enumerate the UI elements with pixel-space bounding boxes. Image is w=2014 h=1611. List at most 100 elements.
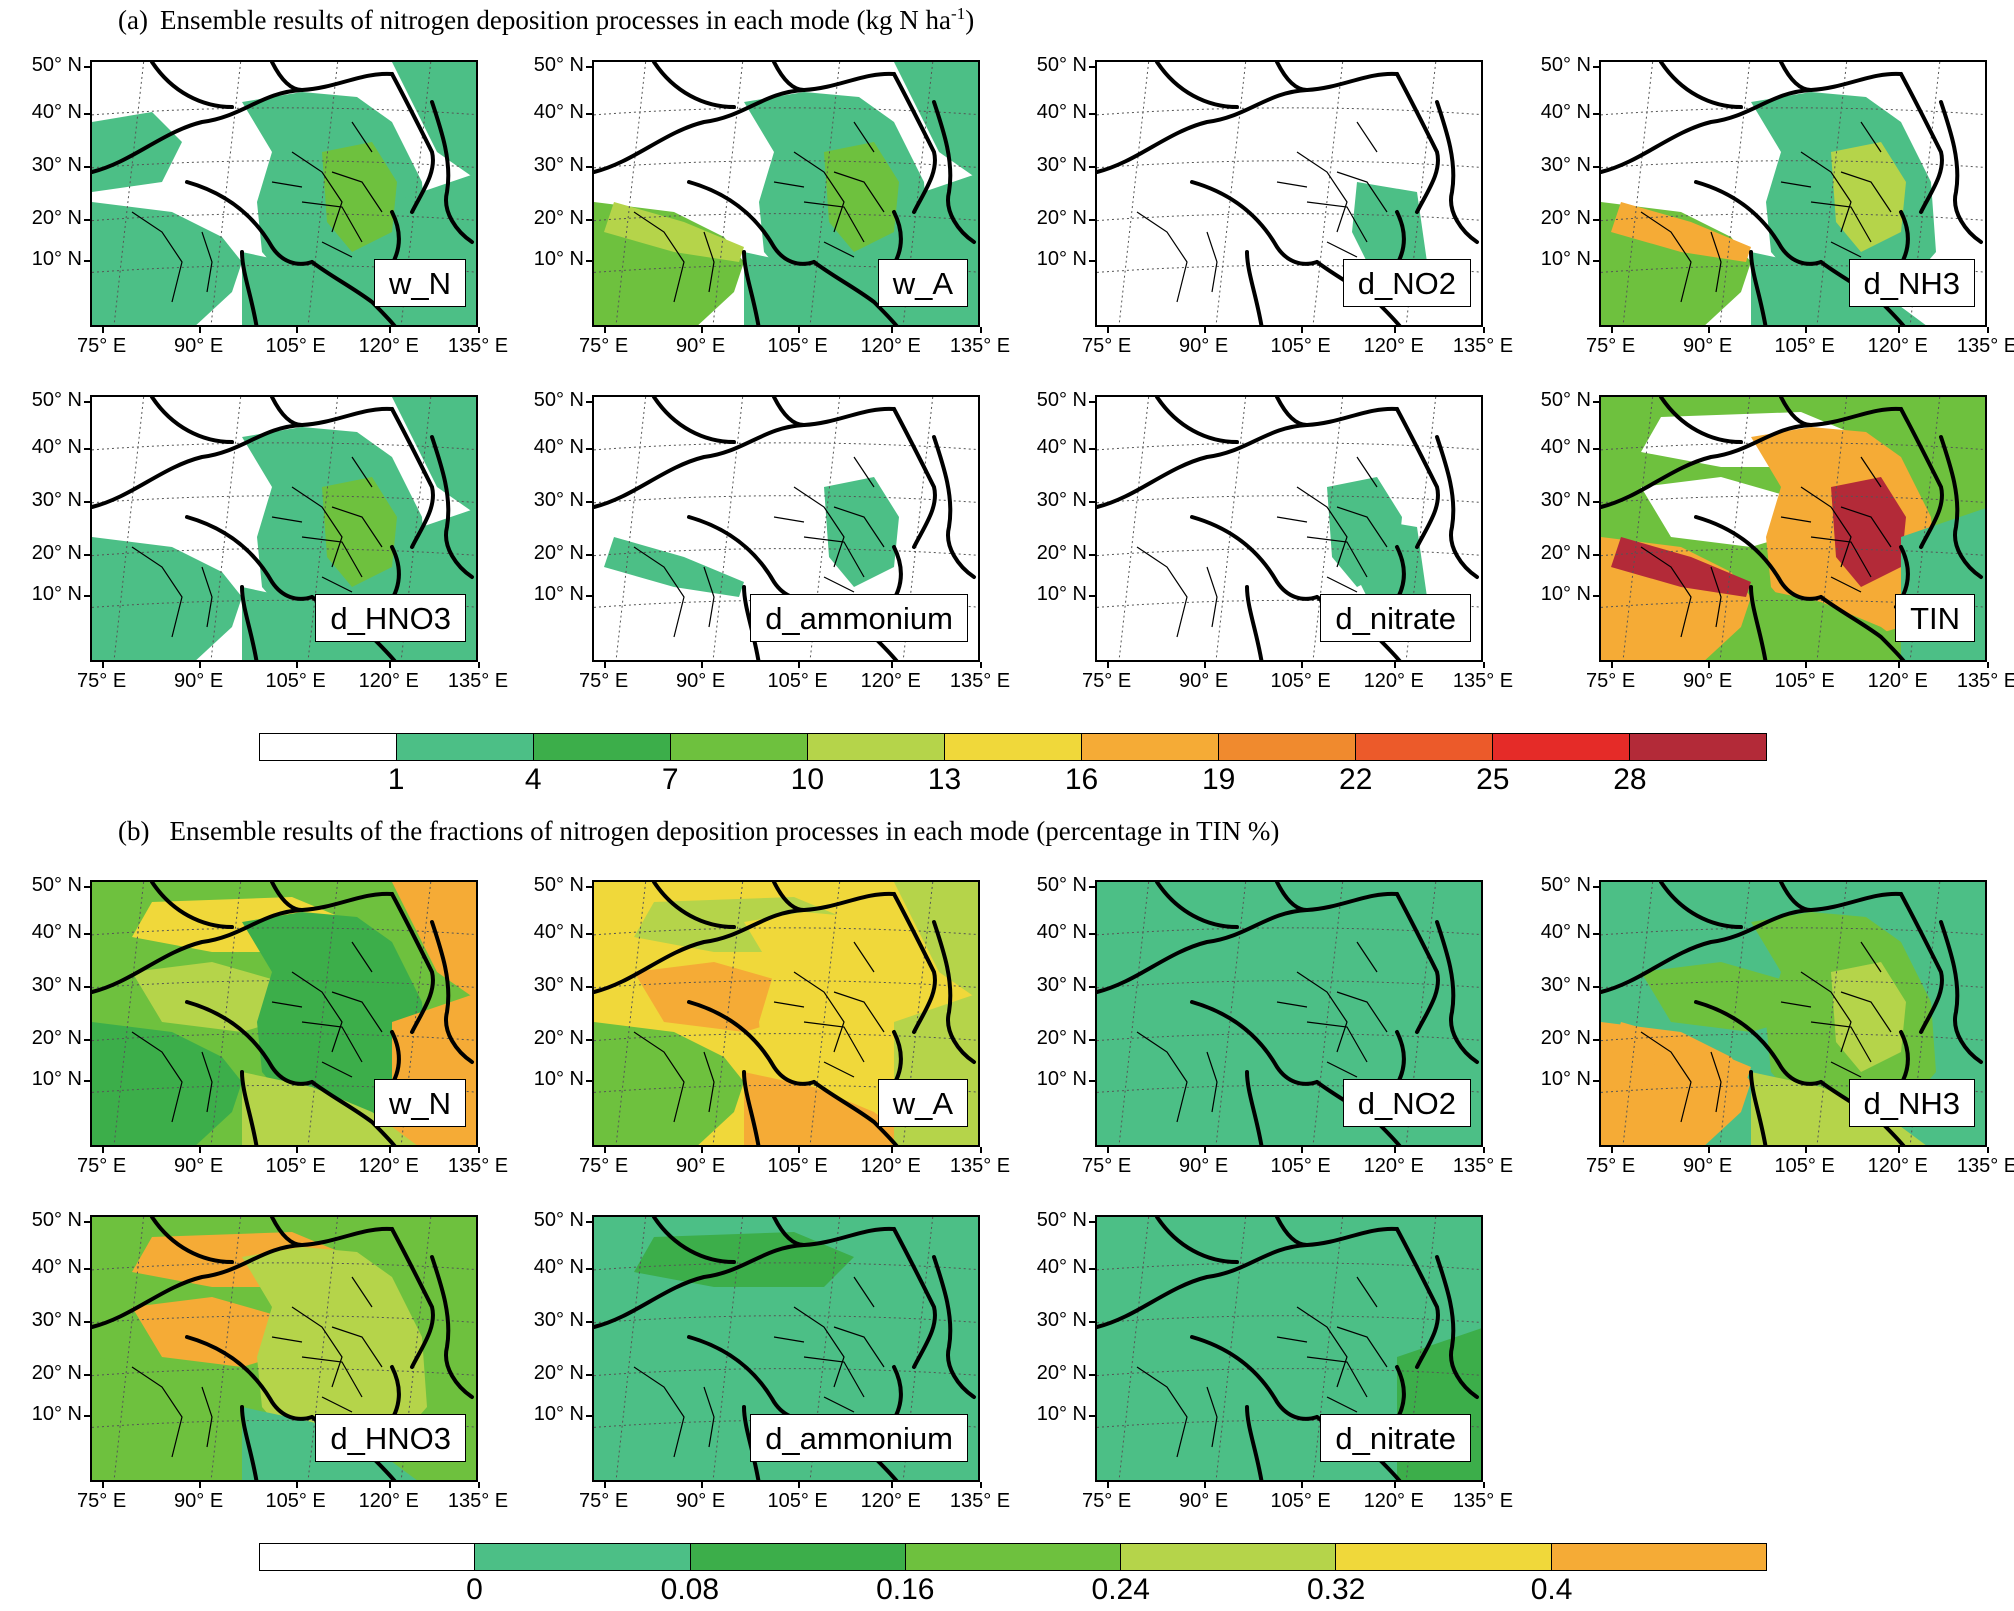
graticule-line — [1097, 107, 1481, 116]
province-border — [823, 1061, 855, 1078]
lon-tick-mark — [1106, 1482, 1109, 1488]
province-border — [131, 1366, 183, 1458]
colorbar-swatch — [1219, 734, 1356, 760]
field-region-india — [92, 537, 242, 660]
map-field — [1097, 882, 1481, 1145]
map-panel-b-d_ammonium: d_ammonium — [592, 1215, 980, 1482]
panel-label: d_nitrate — [1320, 594, 1471, 642]
province-border — [1276, 516, 1308, 523]
country-border — [594, 1226, 896, 1329]
lat-tick-label: 40° N — [1036, 920, 1087, 943]
lon-tick-mark — [1300, 327, 1303, 333]
province-border — [1356, 121, 1378, 153]
lon-tick-label: 120° E — [860, 670, 921, 692]
lon-tick-mark — [700, 1482, 703, 1488]
lat-tick-mark — [1089, 985, 1095, 988]
colorbar-swatch — [690, 1544, 906, 1570]
lat-tick-mark — [1593, 260, 1599, 263]
lat-tick-mark — [84, 985, 90, 988]
graticule-line — [1097, 1033, 1481, 1042]
lon-tick-label: 135° E — [949, 335, 1011, 357]
map-area: d_HNO3 — [90, 1215, 478, 1482]
lon-tick-mark — [478, 327, 480, 333]
graticule-line — [92, 160, 476, 169]
colorbar-swatch — [1121, 1544, 1337, 1570]
lon-tick-mark — [1987, 662, 1989, 668]
colorbar-swatch — [1356, 734, 1493, 760]
lat-tick-label: 20° N — [1540, 541, 1591, 564]
country-border — [1939, 920, 1983, 1064]
lon-tick-mark — [1804, 1147, 1807, 1153]
country-border — [1435, 920, 1479, 1064]
country-border — [687, 180, 816, 266]
lon-tick-label: 105° E — [265, 1155, 326, 1177]
country-border — [812, 1080, 899, 1145]
lat-tick-label: 40° N — [1540, 100, 1591, 123]
map-panel-a-d_ammonium: d_ammonium — [592, 395, 980, 662]
colorbar-label: 19 — [1201, 763, 1236, 796]
graticule-line — [594, 1262, 978, 1271]
province-border — [201, 1386, 213, 1448]
country-border — [1694, 180, 1823, 266]
panel-label: d_ammonium — [750, 594, 968, 642]
lon-tick-label: 105° E — [767, 335, 828, 357]
country-border — [240, 585, 259, 660]
lon-tick-label: 120° E — [860, 1155, 921, 1177]
country-border — [240, 250, 259, 325]
lat-tick-label: 20° N — [1036, 206, 1087, 229]
country-border — [1435, 1255, 1479, 1399]
province-border — [1336, 506, 1388, 548]
colorbar-label: 0.16 — [876, 1573, 935, 1606]
lat-tick-mark — [586, 401, 592, 403]
lat-tick-mark — [1593, 1038, 1599, 1041]
province-border — [853, 941, 875, 973]
lon-tick-mark — [1897, 1147, 1900, 1153]
country-border — [240, 1070, 259, 1145]
colorbar-label: 28 — [1613, 763, 1647, 796]
lon-tick-mark — [1300, 1147, 1303, 1153]
lat-tick-mark — [1089, 260, 1095, 263]
lat-tick-label: 50° N — [1540, 874, 1591, 896]
lat-tick-label: 40° N — [31, 1255, 82, 1278]
lat-tick-label: 30° N — [1540, 973, 1591, 996]
lon-tick-mark — [1393, 1147, 1396, 1153]
lat-tick-mark — [1593, 112, 1599, 115]
province-border — [291, 1306, 343, 1388]
lon-tick-mark — [198, 662, 201, 668]
map-area: w_N — [90, 60, 478, 327]
country-border — [772, 1217, 806, 1247]
lat-tick-mark — [84, 1221, 90, 1223]
graticule-line — [594, 1368, 978, 1377]
lat-tick-mark — [1593, 553, 1599, 556]
province-border — [1206, 1051, 1218, 1113]
province-border — [321, 1061, 353, 1078]
lon-tick-mark — [478, 1482, 480, 1488]
lon-tick-label: 75° E — [579, 335, 629, 357]
lat-tick-mark — [84, 66, 90, 68]
lon-tick-label: 105° E — [265, 335, 326, 357]
lon-tick-label: 90° E — [1179, 670, 1229, 692]
province-border — [1336, 991, 1388, 1033]
lon-tick-label: 120° E — [1363, 1155, 1424, 1177]
country-border — [652, 1217, 736, 1264]
country-border — [1275, 62, 1309, 92]
lat-tick-label: 10° N — [1540, 583, 1591, 606]
province-border — [773, 1001, 805, 1008]
country-border — [1819, 595, 1906, 660]
province-border — [331, 1326, 383, 1368]
country-border — [185, 1335, 314, 1421]
lon-tick-mark — [980, 1482, 982, 1488]
country-border — [310, 1080, 397, 1145]
field-region-china — [744, 912, 929, 1127]
lat-tick-label: 50° N — [533, 1209, 584, 1231]
lat-tick-label: 30° N — [31, 153, 82, 176]
country-border — [772, 62, 806, 92]
lon-tick-mark — [295, 1482, 298, 1488]
province-border — [833, 991, 885, 1033]
field-region-ne — [894, 62, 978, 180]
province-border — [1276, 1001, 1308, 1008]
country-border — [1155, 882, 1239, 929]
province-border — [1810, 536, 1872, 578]
lat-tick-mark — [1593, 932, 1599, 935]
country-border — [772, 882, 806, 912]
